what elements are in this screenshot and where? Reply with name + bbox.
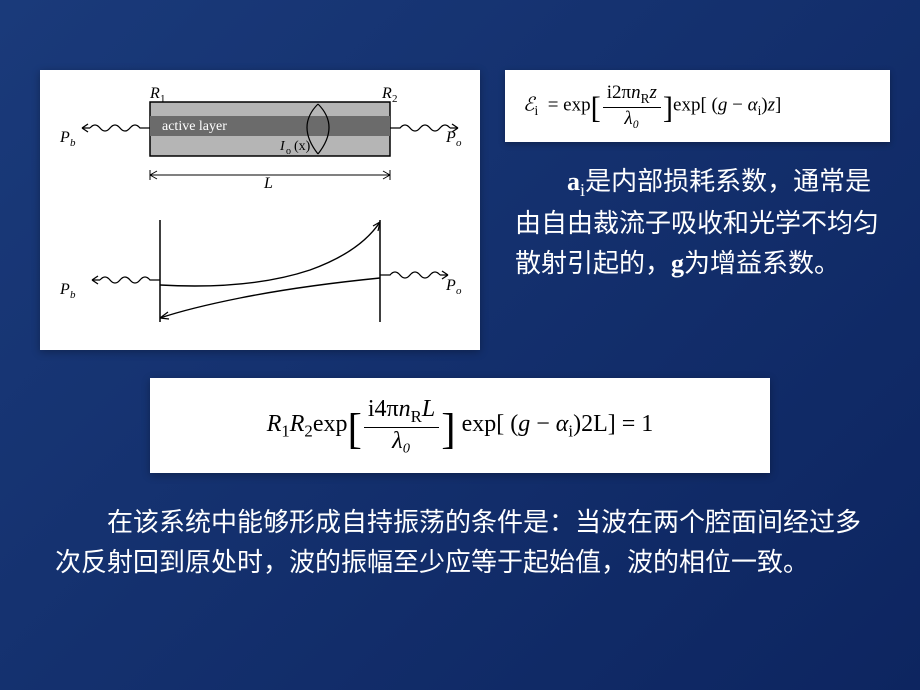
label-R1: R: [149, 85, 160, 102]
svg-text:o: o: [456, 137, 462, 149]
label-Pb-bottom: P: [59, 281, 70, 298]
label-Po-bottom: P: [445, 277, 456, 294]
svg-text:(x): (x): [294, 139, 311, 154]
paragraph-2: 在该系统中能够形成自持振荡的条件是：当波在两个腔面间经过多次反射回到原处时，波的…: [0, 473, 920, 584]
backward-wave: [160, 278, 380, 318]
paragraph-1: ai是内部损耗系数，通常是由自由裁流子吸收和光学不均匀散射引起的，g为增益系数。: [505, 162, 890, 285]
svg-text:2: 2: [392, 93, 398, 105]
svg-text:o: o: [456, 285, 462, 297]
equation-2: R1R2exp[i4πnRLλ₀] exp[ (g − αi)2L] = 1: [150, 378, 770, 473]
svg-text:o: o: [286, 146, 291, 157]
label-R2: R: [381, 85, 392, 102]
label-L: L: [263, 175, 273, 192]
active-layer-label: active layer: [162, 119, 227, 134]
wave-left-top: [90, 125, 150, 131]
forward-wave: [160, 222, 380, 286]
wave-left-bottom: [100, 277, 160, 283]
laser-cavity-diagram: R1 R2 active layer Io (x) Pb Po L: [40, 70, 480, 350]
label-Pb-top: P: [59, 129, 70, 146]
wave-right-top: [390, 125, 450, 131]
equation-1: ℰi = exp[i2πnRzλ₀]exp[ (g − αi)z]: [505, 70, 890, 142]
svg-text:b: b: [70, 289, 76, 301]
wave-right-bottom: [380, 272, 440, 278]
label-Po-top: P: [445, 129, 456, 146]
svg-text:b: b: [70, 137, 76, 149]
